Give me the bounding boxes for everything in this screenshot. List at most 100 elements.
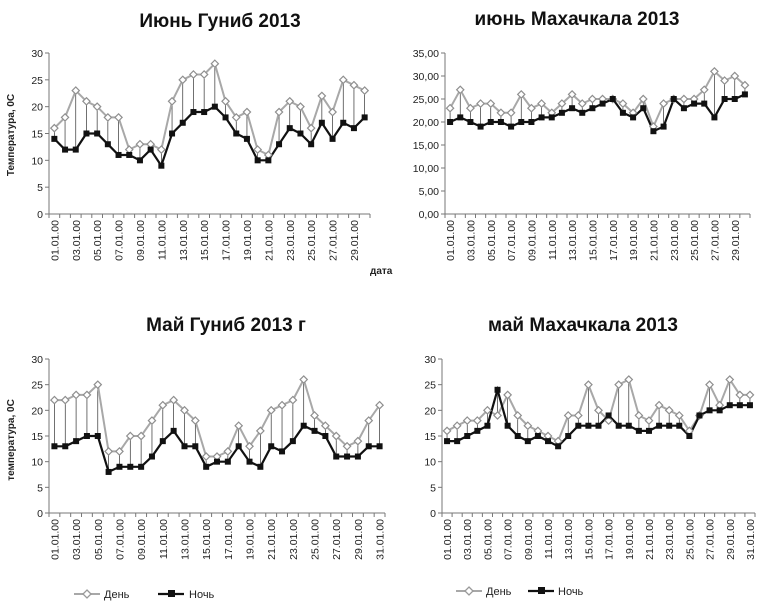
day-point xyxy=(255,426,265,436)
night-point xyxy=(51,443,58,450)
night-point xyxy=(181,443,188,450)
day-point xyxy=(523,421,533,431)
day-point xyxy=(577,99,587,109)
night-point xyxy=(686,433,693,439)
day-point xyxy=(328,107,337,117)
day-point xyxy=(199,70,209,79)
day-point xyxy=(147,416,157,426)
day-point xyxy=(310,411,319,420)
night-point xyxy=(235,443,242,450)
night-point xyxy=(609,96,616,102)
night-point xyxy=(72,146,79,153)
day-point xyxy=(674,411,684,420)
x-tick-label: 11.01.00 xyxy=(156,220,168,260)
night-point xyxy=(548,114,555,121)
night-point xyxy=(329,135,336,142)
night-point xyxy=(211,103,218,110)
night-point xyxy=(508,123,515,130)
y-tick-label: 30,00 xyxy=(413,71,439,83)
day-point xyxy=(618,99,628,109)
day-point xyxy=(135,139,145,149)
day-point xyxy=(349,80,359,90)
day-point xyxy=(288,395,298,405)
night-point xyxy=(484,422,491,429)
night-point xyxy=(276,141,283,148)
night-point xyxy=(447,119,454,125)
day-point xyxy=(180,405,189,415)
night-point xyxy=(518,119,525,125)
series-line-day xyxy=(449,69,746,130)
day-point xyxy=(360,86,370,96)
night-point xyxy=(726,402,733,409)
night-point xyxy=(104,141,111,148)
y-tick-label: 15 xyxy=(31,129,43,141)
x-tick-label: 17.01.00 xyxy=(223,519,235,560)
chart-may-gunib: Май Гуниб 2013 г температура, 0С 0 5 10 15 2… xyxy=(6,315,387,560)
day-point xyxy=(455,85,465,95)
night-point xyxy=(127,463,134,470)
day-point xyxy=(624,375,634,384)
x-tick-label: 15.01.00 xyxy=(199,220,211,261)
x-tick-label: 15.01.00 xyxy=(587,220,599,261)
day-point xyxy=(317,91,327,101)
night-point xyxy=(179,119,186,126)
night-point xyxy=(286,125,293,132)
night-point xyxy=(741,91,748,98)
night-point xyxy=(159,438,166,445)
x-tick-label: 31.01.00 xyxy=(375,519,387,560)
day-point xyxy=(103,112,113,122)
night-point xyxy=(555,443,562,450)
y-tick-label: 30 xyxy=(424,354,436,366)
x-tick-label: 13.01.00 xyxy=(178,220,190,261)
day-point xyxy=(594,405,603,415)
night-point xyxy=(350,125,357,132)
day-point xyxy=(557,99,567,109)
y-tick-label: 5 xyxy=(37,182,43,194)
x-tick-label: 27.01.00 xyxy=(709,220,721,261)
x-tick-label: 09.01.00 xyxy=(135,220,147,261)
x-tick-label: 27.01.00 xyxy=(331,519,343,560)
plot-area: 0 5 10 15 20 25 30 01.01.00 03.01.00 05.01.00 07.0… xyxy=(31,48,371,261)
night-point xyxy=(170,427,177,434)
legend-day-label: День xyxy=(486,586,512,598)
plot-area: 0 5 10 15 20 25 30 01.01.00 03.01.00 05.01.00 07.0… xyxy=(424,354,757,560)
night-point xyxy=(605,412,612,419)
chart-title: июнь Махачкала 2013 xyxy=(475,9,680,30)
chart-title: Июнь Гуниб 2013 xyxy=(139,11,300,32)
legend-night-marker xyxy=(538,587,545,594)
night-point xyxy=(222,114,229,121)
legend-night-marker xyxy=(168,590,175,597)
night-point xyxy=(73,438,80,445)
night-point xyxy=(670,96,677,102)
night-point xyxy=(589,105,596,112)
x-tick-label: 01.01.00 xyxy=(445,220,457,261)
x-tick-label: 15.01.00 xyxy=(583,519,595,560)
day-point xyxy=(242,107,252,117)
night-point xyxy=(575,422,582,429)
x-tick-label: 05.01.00 xyxy=(486,220,498,261)
day-point xyxy=(452,421,462,431)
night-point xyxy=(203,463,210,470)
night-point xyxy=(265,157,272,164)
night-point xyxy=(311,427,318,434)
x-tick-label: 25.01.00 xyxy=(684,519,696,560)
day-point xyxy=(93,380,103,390)
y-tick-label: 15 xyxy=(424,431,436,443)
day-point xyxy=(201,452,211,461)
day-point xyxy=(563,411,573,420)
night-point xyxy=(625,422,632,429)
night-point xyxy=(736,402,743,409)
day-point xyxy=(644,416,654,426)
series-line-night xyxy=(54,424,380,474)
x-tick-label: 25.01.00 xyxy=(689,220,701,261)
night-point xyxy=(656,422,663,429)
x-tick-label: 07.01.00 xyxy=(506,220,518,261)
x-tick-label: 27.01.00 xyxy=(328,220,340,261)
night-point xyxy=(365,443,372,450)
night-point xyxy=(640,105,647,112)
day-point xyxy=(234,421,244,431)
x-tick-label: 29.01.00 xyxy=(349,220,361,261)
day-point xyxy=(462,416,472,426)
day-point xyxy=(274,107,284,117)
night-point xyxy=(701,100,708,107)
